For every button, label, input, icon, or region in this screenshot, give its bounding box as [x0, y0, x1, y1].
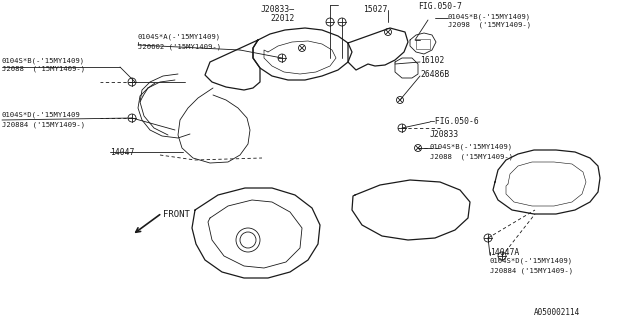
- Text: 15027: 15027: [363, 5, 387, 14]
- Text: 0104S*B(-'15MY1409): 0104S*B(-'15MY1409): [430, 143, 513, 149]
- Text: 0104S*B(-'15MY1409): 0104S*B(-'15MY1409): [448, 13, 531, 20]
- Text: J2098  ('15MY1409-): J2098 ('15MY1409-): [448, 22, 531, 28]
- Text: 0104S*B(-'15MY1409): 0104S*B(-'15MY1409): [2, 57, 85, 63]
- Text: FIG.050-7: FIG.050-7: [418, 2, 462, 11]
- Text: J20884 ('15MY1409-): J20884 ('15MY1409-): [2, 121, 85, 127]
- Text: 14047A: 14047A: [490, 248, 519, 257]
- Text: A050002114: A050002114: [534, 308, 580, 317]
- Text: 26486B: 26486B: [420, 70, 449, 79]
- Text: FRONT: FRONT: [163, 210, 190, 219]
- Text: J2088  ('15MY1409-): J2088 ('15MY1409-): [2, 66, 85, 73]
- Text: —FIG.050-6: —FIG.050-6: [430, 117, 479, 126]
- Text: J20884 ('15MY1409-): J20884 ('15MY1409-): [490, 268, 573, 275]
- Text: 22012: 22012: [271, 14, 295, 23]
- Text: J20833—: J20833—: [261, 5, 295, 14]
- Text: 14047: 14047: [110, 148, 134, 157]
- Text: J20602 ('15MY1409-): J20602 ('15MY1409-): [138, 43, 221, 50]
- Text: 0104S*D(-'15MY1409): 0104S*D(-'15MY1409): [490, 258, 573, 265]
- Text: J20833: J20833: [430, 130, 460, 139]
- Text: J2088  ('15MY1409-): J2088 ('15MY1409-): [430, 153, 513, 159]
- Text: 0104S*D(-'15MY1409: 0104S*D(-'15MY1409: [2, 112, 81, 118]
- Text: 0104S*A(-'15MY1409): 0104S*A(-'15MY1409): [138, 34, 221, 41]
- Text: 16102: 16102: [420, 56, 444, 65]
